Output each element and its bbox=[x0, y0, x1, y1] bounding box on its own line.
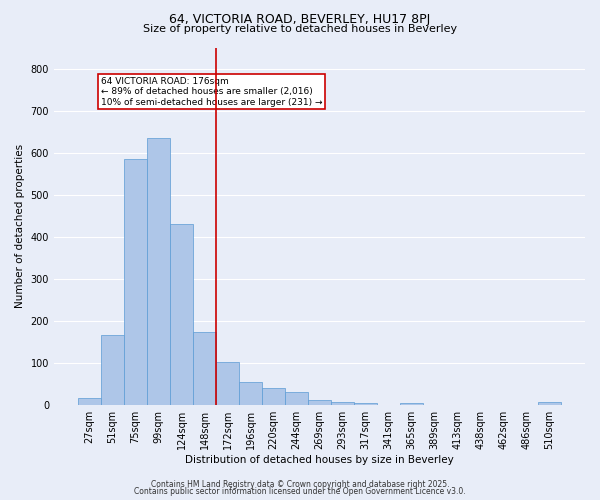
X-axis label: Distribution of detached houses by size in Beverley: Distribution of detached houses by size … bbox=[185, 455, 454, 465]
Bar bbox=[101, 334, 124, 405]
Bar bbox=[216, 362, 239, 405]
Text: Contains HM Land Registry data © Crown copyright and database right 2025.: Contains HM Land Registry data © Crown c… bbox=[151, 480, 449, 489]
Bar bbox=[285, 392, 308, 405]
Text: 64, VICTORIA ROAD, BEVERLEY, HU17 8PJ: 64, VICTORIA ROAD, BEVERLEY, HU17 8PJ bbox=[169, 12, 431, 26]
Bar bbox=[262, 388, 285, 405]
Bar bbox=[331, 402, 354, 405]
Bar bbox=[239, 382, 262, 405]
Bar bbox=[538, 402, 561, 405]
Bar bbox=[308, 400, 331, 405]
Bar bbox=[193, 332, 216, 405]
Bar bbox=[124, 159, 147, 405]
Bar bbox=[354, 403, 377, 405]
Text: Contains public sector information licensed under the Open Government Licence v3: Contains public sector information licen… bbox=[134, 487, 466, 496]
Text: 64 VICTORIA ROAD: 176sqm
← 89% of detached houses are smaller (2,016)
10% of sem: 64 VICTORIA ROAD: 176sqm ← 89% of detach… bbox=[101, 77, 323, 107]
Bar bbox=[147, 138, 170, 405]
Bar bbox=[170, 224, 193, 405]
Bar bbox=[78, 398, 101, 405]
Text: Size of property relative to detached houses in Beverley: Size of property relative to detached ho… bbox=[143, 24, 457, 34]
Bar bbox=[400, 403, 423, 405]
Y-axis label: Number of detached properties: Number of detached properties bbox=[15, 144, 25, 308]
